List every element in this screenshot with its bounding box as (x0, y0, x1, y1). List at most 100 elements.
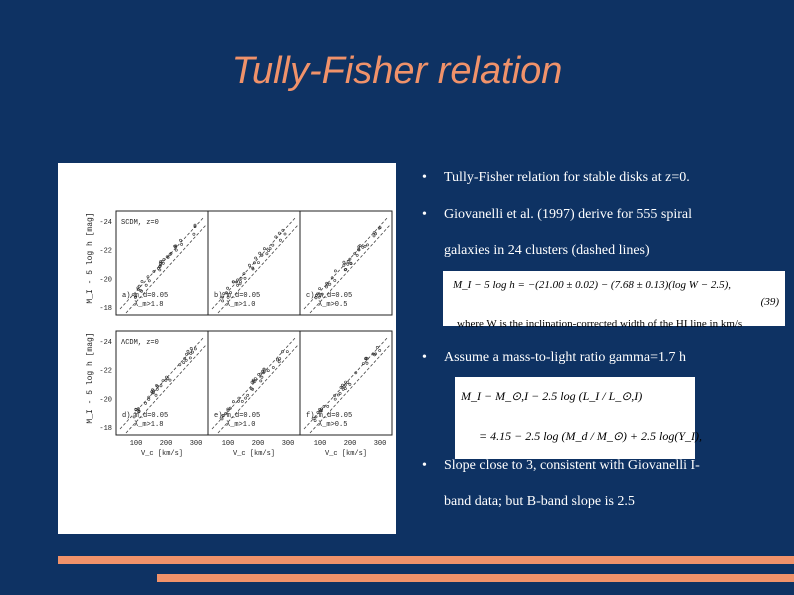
tf-data-point (147, 397, 151, 401)
tf-data-point (260, 253, 264, 257)
tf-data-point (356, 248, 360, 252)
tf-data-point (164, 378, 168, 382)
tf-data-point (253, 377, 257, 381)
tf-ytick-label: -20 (99, 276, 112, 284)
bullet-2-marker: • (422, 207, 427, 222)
tf-panel-tag: f) m_d=0.05 (306, 412, 352, 420)
tf-data-point (221, 414, 225, 417)
tf-data-point (238, 282, 242, 286)
tf-data-point (192, 232, 196, 236)
bullet-1-text: Tully-Fisher relation for stable disks a… (444, 170, 690, 185)
tf-data-point (281, 228, 285, 232)
tf-data-point (193, 223, 197, 227)
tf-data-point (146, 275, 150, 279)
tf-data-point (186, 349, 190, 353)
tf-data-point (314, 296, 318, 300)
tf-data-point (243, 276, 247, 280)
tf-ytick-label: -22 (99, 368, 112, 376)
tf-panel-tag: d) m_d=0.05 (122, 412, 168, 420)
bullet-4-marker: • (422, 458, 427, 473)
tf-data-point (131, 293, 135, 297)
bullet-4-text-line2: band data; but B-band slope is 2.5 (444, 494, 635, 509)
ylabel-bottom: M_I - 5 log h [mag] (86, 332, 95, 423)
tf-data-point (355, 253, 359, 257)
tf-data-point (349, 262, 353, 266)
tf-data-point (151, 391, 155, 395)
tf-data-point (189, 352, 193, 355)
tf-data-point (166, 377, 170, 380)
tf-xtick-label: 100 (130, 440, 143, 448)
tf-data-point (137, 407, 140, 411)
tf-data-point (140, 280, 144, 283)
tf-panel-lambda: λ_m>0.5 (318, 421, 347, 429)
tf-data-point (154, 393, 158, 397)
tf-data-point (317, 295, 321, 299)
tf-data-point (137, 409, 141, 413)
tf-row-label: SCDM, z=0 (121, 219, 159, 227)
tf-data-point (283, 232, 287, 236)
tf-xtick-label: 200 (160, 440, 173, 448)
tf-xaxis-label: V_c [km/s] (141, 450, 183, 458)
tf-data-point (341, 383, 344, 387)
tf-data-point (193, 225, 197, 229)
tf-data-point (226, 295, 230, 299)
bullet-3-marker: • (422, 350, 427, 365)
tf-data-point (237, 399, 240, 403)
tf-data-point (254, 256, 258, 260)
tf-panel-lambda: λ_m>1.0 (226, 421, 255, 429)
tf-data-point (159, 260, 163, 264)
tf-data-point (342, 385, 346, 389)
tf-data-point (348, 257, 352, 261)
tf-panel-lambda: λ_m>1.0 (226, 301, 255, 309)
tf-data-point (139, 289, 142, 292)
tf-data-point (314, 415, 318, 419)
tf-xtick-label: 200 (252, 440, 265, 448)
tf-data-point (134, 408, 138, 412)
tf-data-point (251, 266, 255, 270)
tf-data-point (224, 412, 227, 416)
mass-to-light-equation-image: M_I − M_⊙,I − 2.5 log (L_I / L_⊙,I) = 4.… (455, 377, 702, 459)
tf-ytick-label: -18 (99, 425, 112, 433)
tf-data-point (278, 357, 282, 361)
tf-data-point (158, 268, 162, 272)
tf-data-point (240, 399, 244, 403)
tf-data-point (333, 394, 336, 398)
tf-ytick-label: -18 (99, 305, 112, 313)
tf-data-point (252, 379, 255, 383)
tf-data-point (134, 295, 137, 299)
tf-panel-tag: c) m_d=0.05 (306, 292, 352, 300)
tf-data-point (249, 387, 253, 391)
tf-data-point (361, 362, 365, 366)
tf-dashed-line (303, 216, 389, 310)
tf-data-point (274, 235, 278, 239)
tf-data-point (180, 243, 184, 246)
tf-xaxis-label: V_c [km/s] (233, 450, 275, 458)
tf-data-point (271, 243, 275, 247)
tf-data-point (260, 375, 264, 379)
tf-data-point (178, 363, 182, 367)
slide-title: Tully-Fisher relation (231, 50, 563, 92)
tf-data-point (346, 259, 350, 263)
tf-data-point (183, 357, 187, 361)
tf-panel-tag: b) m_d=0.05 (214, 292, 260, 300)
equation2-line1: M_I − M_⊙,I − 2.5 log (L_I / L_⊙,I) (461, 389, 643, 403)
tf-data-point (318, 287, 322, 291)
tf-data-point (312, 417, 316, 420)
tf-data-point (236, 278, 240, 282)
tf-data-point (155, 387, 159, 391)
tf-data-point (277, 360, 281, 364)
tf-data-point (231, 400, 235, 404)
tf-data-point (336, 393, 340, 397)
tf-data-point (358, 244, 362, 248)
tf-data-point (277, 231, 281, 235)
tf-data-point (338, 392, 342, 395)
tf-data-point (174, 248, 178, 252)
ylabel-top: M_I - 5 log h [mag] (86, 212, 95, 303)
bullet-2-text-line1: Giovanelli et al. (1997) derive for 555 … (444, 207, 693, 222)
tf-data-point (363, 244, 367, 248)
equation1-cut-line: where W is the inclination-corrected wid… (457, 318, 743, 330)
tf-data-point (375, 345, 379, 349)
tf-data-point (325, 285, 328, 289)
tf-data-point (189, 346, 193, 350)
accent-bar-bottom (157, 574, 794, 582)
